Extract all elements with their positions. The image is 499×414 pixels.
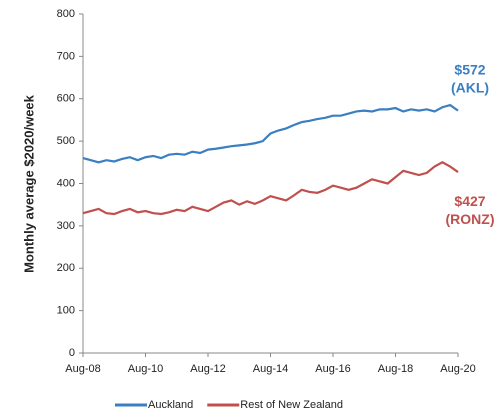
series-line (82, 103, 459, 164)
x-tick-label: Aug-12 (190, 363, 225, 375)
y-tick-label: 300 (57, 220, 75, 232)
annotation: $427 (454, 193, 485, 209)
annotation: (RONZ) (446, 211, 495, 227)
y-tick-label: 400 (57, 177, 75, 189)
y-tick-label: 500 (57, 135, 75, 147)
x-tick-label: Aug-18 (378, 363, 413, 375)
x-tick-label: Aug-16 (315, 363, 350, 375)
annotation: $572 (454, 61, 485, 77)
y-tick-label: 700 (57, 50, 75, 62)
y-tick-label: 100 (57, 305, 75, 317)
x-tick-label: Aug-14 (253, 363, 288, 375)
series-line (82, 161, 459, 216)
legend-label: Rest of New Zealand (240, 399, 343, 411)
legend-label: Auckland (148, 399, 193, 411)
x-tick-label: Aug-20 (440, 363, 475, 375)
y-tick-label: 800 (57, 8, 75, 20)
y-tick-label: 600 (57, 93, 75, 105)
y-tick-label: 200 (57, 262, 75, 274)
x-tick-label: Aug-10 (128, 363, 163, 375)
y-tick-label: 0 (69, 347, 75, 359)
x-tick-label: Aug-08 (65, 363, 100, 375)
annotation: (AKL) (451, 79, 489, 95)
y-axis-label: Monthly average $2020/week (21, 94, 36, 273)
